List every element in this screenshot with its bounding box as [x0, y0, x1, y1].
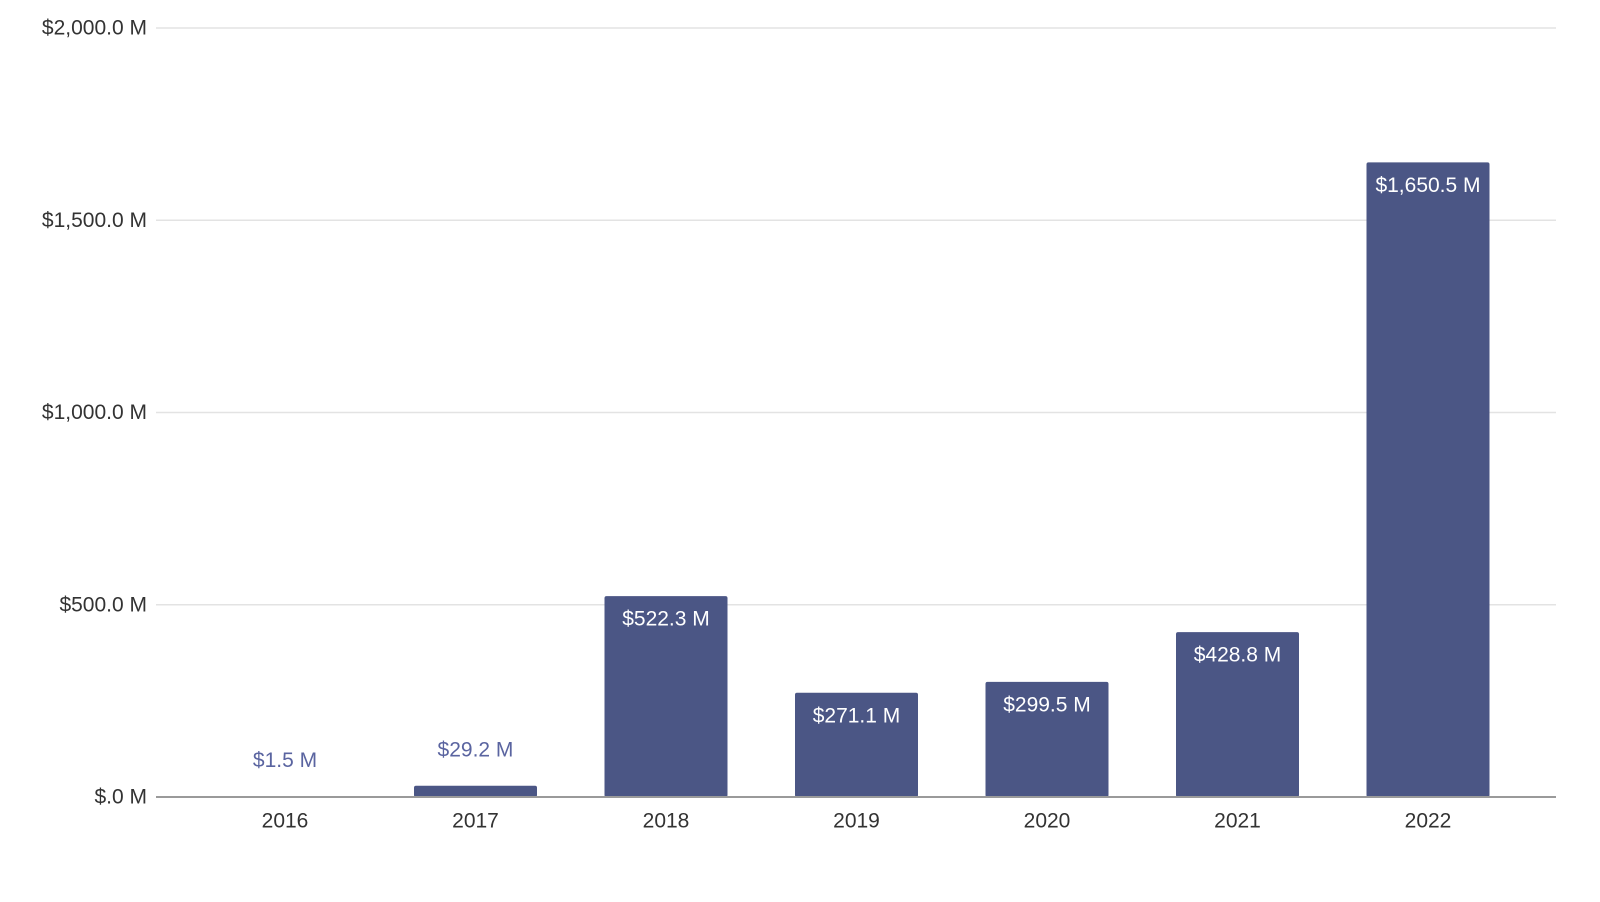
x-tick-label-2021: 2021 [1214, 810, 1261, 833]
data-label-2021: $428.8 M [1194, 644, 1282, 667]
data-label-2020: $299.5 M [1003, 693, 1091, 716]
bar-2022 [1366, 162, 1490, 797]
x-tick-label-2018: 2018 [643, 810, 690, 833]
x-tick-label-2019: 2019 [833, 810, 880, 833]
y-tick-label: $1,500.0 M [42, 209, 147, 232]
x-tick-label-2022: 2022 [1405, 810, 1452, 833]
grid-layer [156, 27, 1556, 606]
x-tick-label-2020: 2020 [1024, 810, 1071, 833]
y-tick-label: $1,000.0 M [42, 401, 147, 424]
data-label-layer: $1.5 M $29.2 M $522.3 M $271.1 M $299.5 M $42… [253, 174, 1481, 772]
bar-2019 [795, 692, 918, 797]
x-tick-label-2016: 2016 [262, 810, 309, 833]
bar-2017 [414, 785, 537, 797]
bar-2018 [604, 596, 728, 797]
y-tick-label: $2,000.0 M [42, 17, 147, 40]
data-label-2019: $271.1 M [813, 704, 901, 727]
axis-layer: $.0 M $500.0 M $1,000.0 M $1,500.0 M $2,000.… [42, 17, 1556, 833]
y-tick-label: $500.0 M [59, 593, 147, 616]
x-tick-label-2017: 2017 [452, 810, 499, 833]
data-label-2022: $1,650.5 M [1375, 174, 1480, 197]
data-label-2018: $522.3 M [622, 608, 710, 631]
bar-2020 [985, 681, 1109, 797]
data-label-2017: $29.2 M [438, 738, 514, 761]
y-tick-label: $.0 M [94, 786, 147, 809]
bar-2021 [1176, 632, 1299, 797]
data-label-2016: $1.5 M [253, 749, 317, 772]
bar-layer [223, 162, 1490, 797]
